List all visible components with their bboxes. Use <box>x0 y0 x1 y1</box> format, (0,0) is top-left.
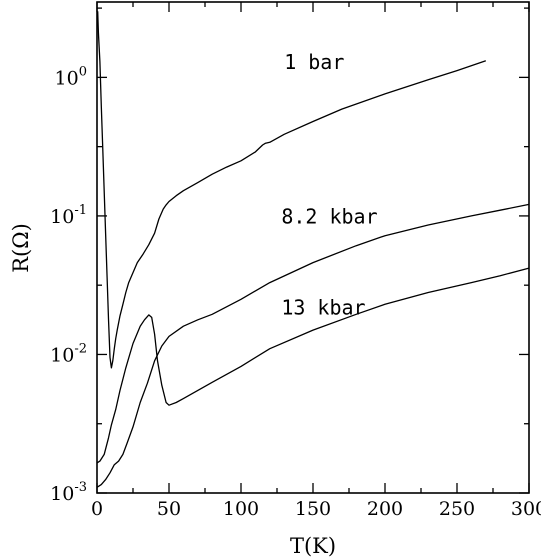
x-tick-label: 100 <box>223 498 259 520</box>
series-line-3 <box>96 203 530 488</box>
series-labels: 1 bar 8.2 kbar 13 kbar <box>281 50 377 319</box>
x-tick-label: 50 <box>157 498 181 520</box>
series-label-3: 13 kbar <box>281 295 365 319</box>
x-tick-label: 0 <box>91 498 103 520</box>
x-tick-label: 150 <box>295 498 331 520</box>
series-label-1: 1 bar <box>284 50 344 74</box>
x-tick-label: 200 <box>367 498 403 520</box>
x-tick-label: 250 <box>439 498 475 520</box>
y-tick-label: 10-1 <box>50 203 87 228</box>
series-label-2: 8.2 kbar <box>281 205 377 229</box>
x-tick-label: 300 <box>511 498 541 520</box>
plot-frame <box>96 1 530 494</box>
y-axis-label: R(Ω) <box>9 223 33 273</box>
axis-tick-labels: 0 50 100 150 200 250 300 100 10-1 10-2 10-3 <box>50 64 541 520</box>
series-line-1 <box>97 11 487 369</box>
y-tick-label: 10-2 <box>50 341 87 366</box>
y-tick-label: 100 <box>55 64 87 89</box>
data-curves <box>96 11 530 488</box>
x-axis-label: T(K) <box>290 534 336 558</box>
axis-ticks <box>96 2 530 494</box>
series-line-2 <box>96 267 530 464</box>
y-tick-label: 10-3 <box>50 480 87 505</box>
